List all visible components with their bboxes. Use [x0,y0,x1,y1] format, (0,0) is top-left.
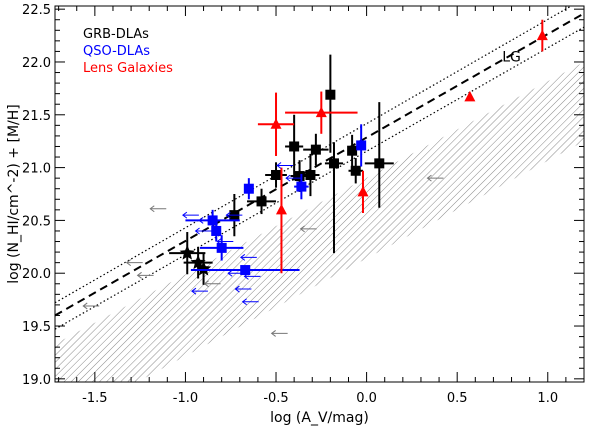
x-tick-label: -1.5 [82,391,107,406]
point-other-upper-limits-6 [136,271,154,279]
point-other-upper-limits-4 [270,330,288,337]
y-axis-label: log (N_HI/cm^-2) + [M/H] [6,104,22,283]
hatched-band [55,61,584,382]
point-qso-dlas-5 [216,242,227,253]
point-grb-dlas-7 [271,169,282,180]
axis-ticks [55,6,585,382]
y-tick-label: 22.5 [22,3,51,18]
point-qso-dlas-4 [211,225,222,236]
point-grb-dlas-10 [256,196,267,207]
series-grb-dlas-stars [169,232,213,285]
point-qso-dlas-upper-limits-9 [241,298,259,306]
point-lens-galaxies-0 [536,29,548,41]
point-qso-dlas-upper-limits-4 [216,238,234,245]
point-other-upper-limits-3 [299,225,317,233]
point-qso-dlas-upper-limits-3 [225,211,243,219]
point-grb-dlas-5 [374,158,385,169]
point-lens-galaxies-2 [315,106,327,118]
point-qso-dlas-1 [296,181,307,192]
point-qso-dlas-upper-limits-1 [198,217,216,224]
point-grb-dlas-2 [310,144,321,155]
point-qso-dlas-2 [243,183,254,194]
point-qso-dlas-0 [356,140,367,151]
y-tick-labels: 19.0 19.5 20.0 20.5 21.0 21.5 22.0 22.5 [22,3,51,388]
legend-grb-dlas: GRB-DLAs [83,27,149,42]
point-grb-dlas-0 [325,89,336,100]
series-qso-dlas-upper-limits [182,162,303,306]
plot-area [55,6,584,382]
legend-lens-galaxies: Lens Galaxies [83,61,173,76]
point-grb-dlas-8 [305,169,316,180]
point-qso-dlas-upper-limits-5 [227,269,245,277]
x-tick-label: -0.5 [263,391,288,406]
point-grb-dlas-1 [289,141,300,152]
point-grb-dlas-9 [294,171,305,182]
y-tick-label: 20.0 [22,267,51,282]
y-tick-label: 19.0 [22,373,51,388]
y-tick-label: 20.5 [22,214,51,229]
x-tick-labels: -1.5 -1.0 -0.5 0.0 0.5 1.0 [82,391,558,406]
y-tick-label: 19.5 [22,320,51,335]
point-other-upper-limits-0 [149,205,167,213]
point-qso-dlas-upper-limits-10 [191,287,208,295]
x-tick-label: 0.5 [447,391,468,406]
y-tick-label: 21.5 [22,109,51,124]
x-tick-label: 1.0 [537,391,558,406]
y-tick-label: 22.0 [22,56,51,71]
y-tick-label: 21.0 [22,162,51,177]
point-grb-dlas-6 [350,165,361,176]
x-tick-label: 0.0 [356,391,377,406]
point-lens-galaxies-1 [464,90,476,102]
point-lens-galaxies-5 [275,203,287,215]
point-other-upper-limits-2 [82,302,100,310]
point-qso-dlas-6 [240,265,251,276]
point-grb-dlas-stars-2 [195,261,212,276]
annotation-lg: LG [502,50,521,66]
x-axis-label: log (A_V/mag) [270,410,369,426]
point-lens-galaxies-4 [357,185,369,197]
point-lens-galaxies-3 [270,118,282,129]
point-other-upper-limits-1 [125,259,143,267]
series-lens-galaxies [257,19,548,274]
point-other-upper-limits-5 [426,174,444,182]
point-qso-dlas-upper-limits-11 [285,174,303,182]
point-qso-dlas-upper-limits-8 [234,285,252,293]
point-grb-dlas-stars-0 [179,245,195,260]
series-other-upper-limits [82,174,444,337]
point-qso-dlas-upper-limits-2 [194,227,212,235]
legend: GRB-DLAs QSO-DLAs Lens Galaxies [83,27,173,76]
point-qso-dlas-upper-limits-12 [276,162,294,169]
line-lower-bound [55,26,584,330]
legend-qso-dlas: QSO-DLAs [83,44,150,59]
line-lg-relation [55,12,584,317]
point-qso-dlas-upper-limits-6 [240,253,257,261]
point-grb-dlas-3 [347,145,358,156]
x-tick-label: -1.0 [173,391,198,406]
point-grb-dlas-4 [328,158,339,169]
plot-frame [54,5,585,383]
point-qso-dlas-upper-limits-0 [182,211,199,219]
point-other-upper-limits-7 [203,280,221,288]
point-qso-dlas-upper-limits-7 [243,272,261,280]
